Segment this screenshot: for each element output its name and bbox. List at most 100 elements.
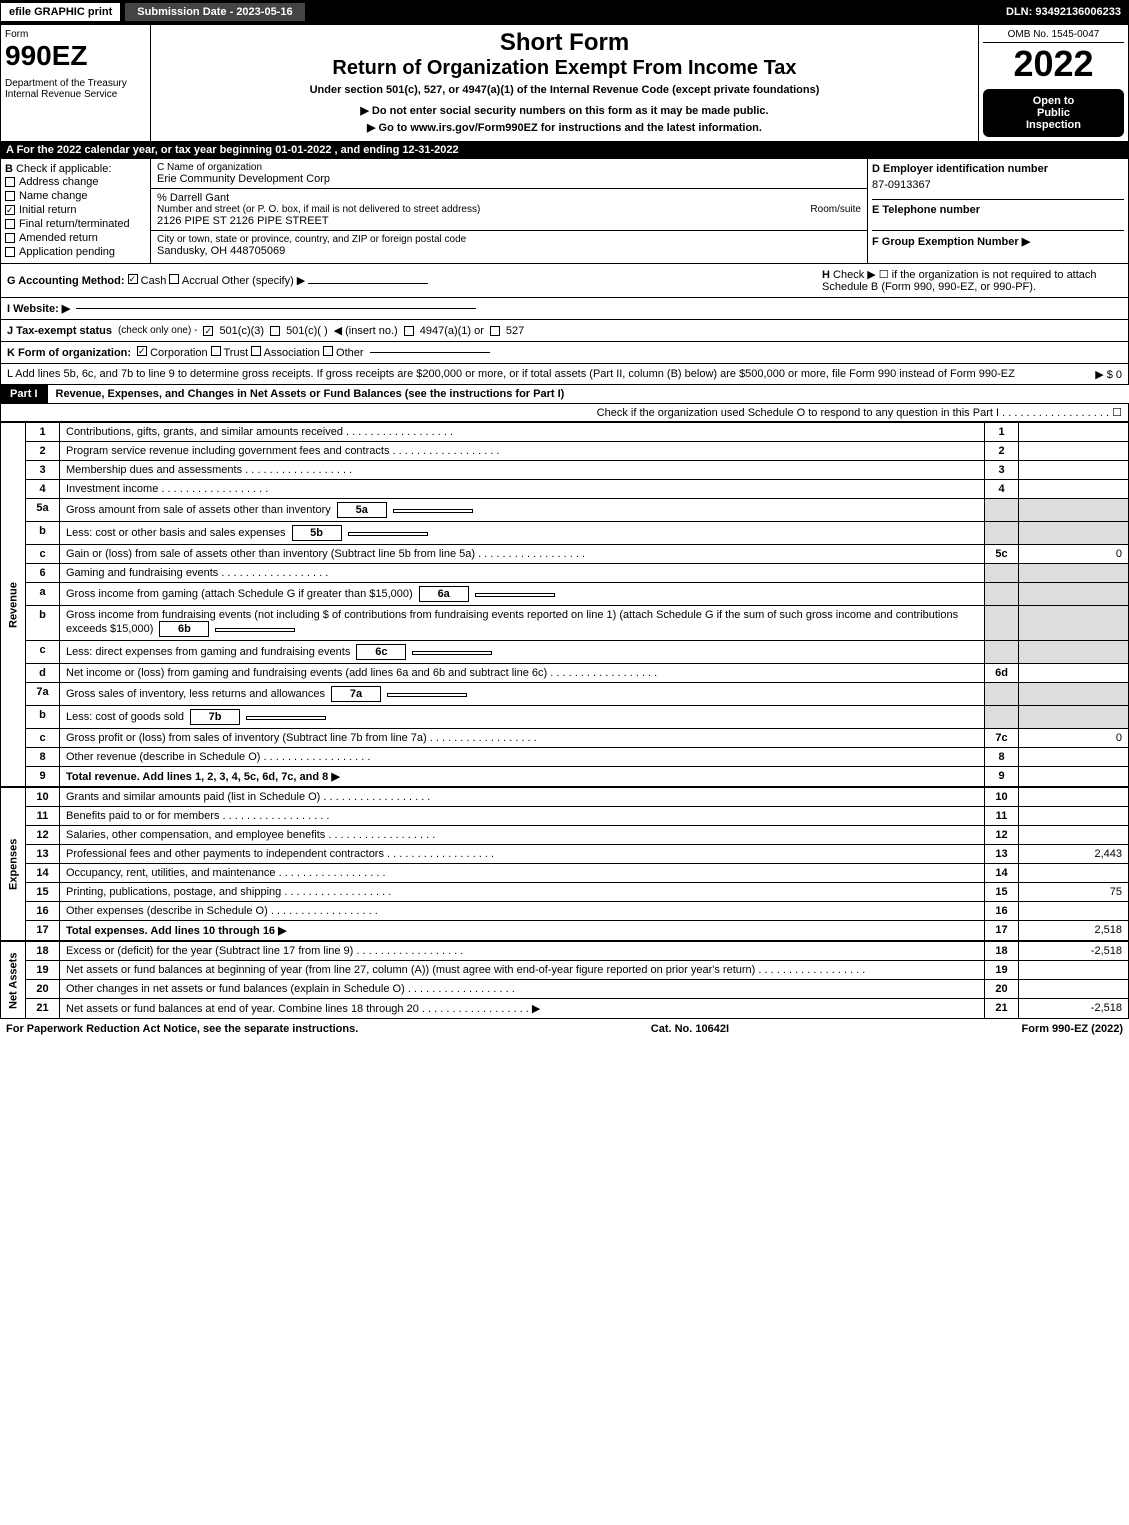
colb-checkbox-2[interactable] [5, 205, 15, 215]
org-name-label: C Name of organization [157, 162, 861, 173]
527-checkbox[interactable] [490, 326, 500, 336]
badge-line-2: Public [989, 107, 1118, 119]
city-label: City or town, state or province, country… [157, 234, 861, 245]
city-state-zip: Sandusky, OH 448705069 [157, 245, 861, 257]
line-text: Gaming and fundraising events [60, 564, 985, 583]
ein-value: 87-0913367 [872, 179, 1124, 191]
colb-checkbox-1[interactable] [5, 191, 15, 201]
line-no: 4 [26, 480, 60, 499]
line-no: c [26, 545, 60, 564]
line-amount [1019, 864, 1129, 883]
501c-checkbox[interactable] [270, 326, 280, 336]
colb-checkbox-4[interactable] [5, 233, 15, 243]
info-grid: B Check if applicable: Address changeNam… [0, 158, 1129, 264]
line-amount [1019, 748, 1129, 767]
line-no: 15 [26, 883, 60, 902]
line-no: 20 [26, 980, 60, 999]
line-text: Program service revenue including govern… [60, 442, 985, 461]
line-text: Occupancy, rent, utilities, and maintena… [60, 864, 985, 883]
line-amount [1019, 902, 1129, 921]
row-k: K Form of organization: Corporation Trus… [0, 342, 1129, 364]
line-no: b [26, 606, 60, 641]
line-amount [1019, 583, 1129, 606]
line-box: 3 [985, 461, 1019, 480]
line-amount [1019, 767, 1129, 787]
line-amount [1019, 442, 1129, 461]
other-method-label: Other (specify) ▶ [222, 275, 306, 287]
line-text: Other changes in net assets or fund bala… [60, 980, 985, 999]
efile-print-button[interactable]: efile GRAPHIC print [0, 2, 121, 22]
line-text: Gain or (loss) from sale of assets other… [60, 545, 985, 564]
line-text: Less: cost of goods sold7b [60, 706, 985, 729]
omb-number: OMB No. 1545-0047 [983, 29, 1124, 43]
colb-checkbox-0[interactable] [5, 177, 15, 187]
schedule-o-checkbox[interactable]: ☐ [1112, 407, 1122, 419]
row-i: I Website: ▶ [0, 298, 1129, 320]
column-d: D Employer identification number 87-0913… [868, 159, 1128, 263]
line-no: 10 [26, 788, 60, 807]
line-amount [1019, 961, 1129, 980]
line-no: 16 [26, 902, 60, 921]
line-box: 16 [985, 902, 1019, 921]
instructions-link[interactable]: ▶ Go to www.irs.gov/Form990EZ for instru… [155, 121, 974, 134]
colb-checkbox-5[interactable] [5, 247, 15, 257]
line-box: 7c [985, 729, 1019, 748]
colb-checkbox-3[interactable] [5, 219, 15, 229]
line-amount [1019, 641, 1129, 664]
line-text: Other revenue (describe in Schedule O) [60, 748, 985, 767]
section-label-Revenue: Revenue [1, 423, 26, 787]
revenue-table: Revenue1Contributions, gifts, grants, an… [0, 422, 1129, 787]
line-no: b [26, 522, 60, 545]
rowk-checkbox-3[interactable] [323, 346, 333, 356]
tax-exempt-label: J Tax-exempt status [7, 325, 112, 337]
line-box: 9 [985, 767, 1019, 787]
expenses-table: Expenses10Grants and similar amounts pai… [0, 787, 1129, 941]
line-box: 15 [985, 883, 1019, 902]
line-no: d [26, 664, 60, 683]
line-text: Grants and similar amounts paid (list in… [60, 788, 985, 807]
line-text: Membership dues and assessments [60, 461, 985, 480]
501c3-checkbox[interactable] [203, 326, 213, 336]
line-amount: -2,518 [1019, 942, 1129, 961]
colb-opt-3: Final return/terminated [19, 218, 130, 230]
line-text: Contributions, gifts, grants, and simila… [60, 423, 985, 442]
rowk-checkbox-0[interactable] [137, 346, 147, 356]
colb-opt-1: Name change [19, 190, 88, 202]
line-text: Gross income from gaming (attach Schedul… [60, 583, 985, 606]
cash-checkbox[interactable] [128, 274, 138, 284]
4947-checkbox[interactable] [404, 326, 414, 336]
form-label: Form [5, 29, 146, 40]
line-no: 1 [26, 423, 60, 442]
line-no: c [26, 729, 60, 748]
line-no: 13 [26, 845, 60, 864]
colb-opt-0: Address change [19, 176, 99, 188]
form-version: Form 990-EZ (2022) [1022, 1023, 1123, 1035]
rowk-checkbox-2[interactable] [251, 346, 261, 356]
rowk-checkbox-1[interactable] [211, 346, 221, 356]
line-text: Net income or (loss) from gaming and fun… [60, 664, 985, 683]
schedule-b-note: Check ▶ ☐ if the organization is not req… [822, 269, 1097, 293]
dln-number: DLN: 93492136006233 [998, 3, 1129, 21]
line-box [985, 564, 1019, 583]
tax-year: 2022 [983, 43, 1124, 85]
line-amount [1019, 664, 1129, 683]
part-1-header: Part I Revenue, Expenses, and Changes in… [0, 385, 1129, 403]
line-no: 3 [26, 461, 60, 480]
line-amount [1019, 522, 1129, 545]
badge-line-1: Open to [989, 95, 1118, 107]
line-no: 5a [26, 499, 60, 522]
line-text: Less: direct expenses from gaming and fu… [60, 641, 985, 664]
accrual-checkbox[interactable] [169, 274, 179, 284]
line-box: 20 [985, 980, 1019, 999]
line-box: 5c [985, 545, 1019, 564]
line-amount [1019, 807, 1129, 826]
line-amount [1019, 606, 1129, 641]
row-l: L Add lines 5b, 6c, and 7b to line 9 to … [0, 364, 1129, 385]
room-label: Room/suite [810, 204, 861, 215]
line-amount [1019, 826, 1129, 845]
gross-receipts-note: L Add lines 5b, 6c, and 7b to line 9 to … [7, 368, 1015, 380]
line-text: Total revenue. Add lines 1, 2, 3, 4, 5c,… [60, 767, 985, 787]
line-no: a [26, 583, 60, 606]
line-no: 9 [26, 767, 60, 787]
column-b: B Check if applicable: Address changeNam… [1, 159, 151, 263]
